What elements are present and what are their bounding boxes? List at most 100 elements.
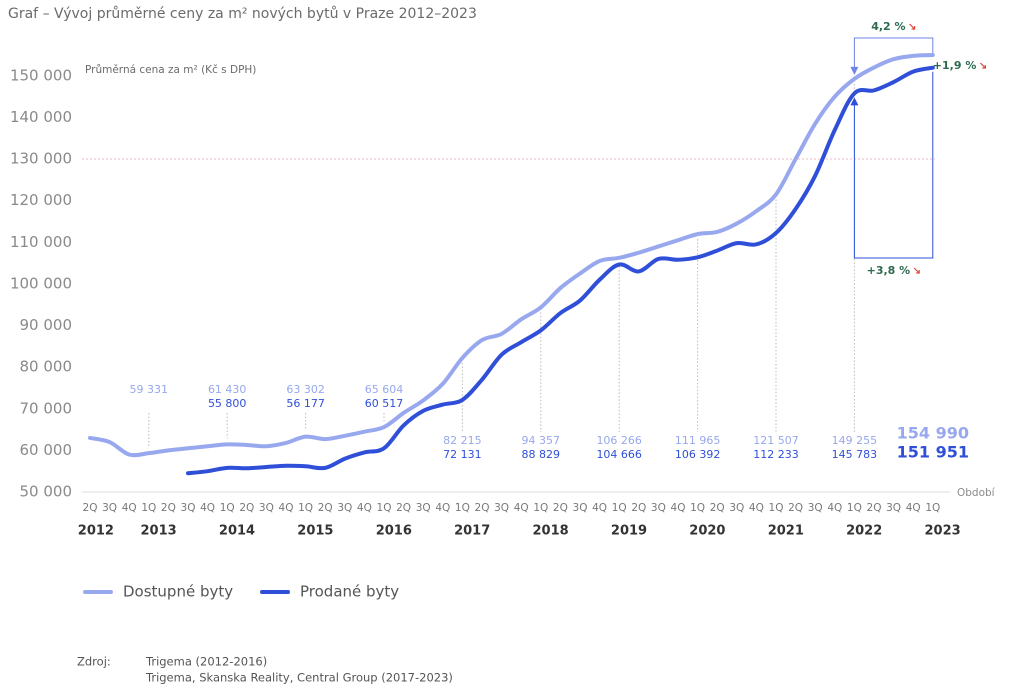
x-tick-label: 4Q [906,502,921,514]
year-label: 2014 [219,524,255,539]
x-tick-label: 2Q [475,502,490,514]
x-tick-label: 3Q [651,502,666,514]
source-label: Zdroj: [77,655,111,669]
value-label: 154 990 [897,424,969,443]
y-axis-label: Průměrná cena za m² (Kč s DPH) [85,64,256,76]
x-tick-label: 2Q [788,502,803,514]
x-tick-label: 2Q [318,502,333,514]
value-label: 72 131 [443,448,482,461]
x-tick-label: 3Q [494,502,509,514]
trend-arrow [979,62,986,69]
y-tick-label: 80 000 [20,358,73,376]
value-label: 111 965 [675,434,721,447]
value-label: 82 215 [443,434,482,447]
line-series [88,53,935,458]
value-label: 61 430 [208,383,247,396]
x-tick-label: 1Q [847,502,862,514]
value-label: 63 302 [286,383,325,396]
x-tick-label: 3Q [337,502,352,514]
source-line: Trigema (2012-2016) [145,655,267,669]
y-tick-label: 50 000 [20,483,73,501]
year-label: 2013 [141,524,177,539]
value-label: 59 331 [130,383,169,396]
x-tick-label: 4Q [357,502,372,514]
x-tick-label: 1Q [455,502,470,514]
x-tick-label: 4Q [592,502,607,514]
x-tick-label: 3Q [259,502,274,514]
y-tick-label: 120 000 [10,191,72,209]
y-tick-label: 140 000 [10,108,72,126]
x-tick-label: 1Q [690,502,705,514]
y-tick-label: 150 000 [10,66,72,84]
x-tick-label: 2Q [631,502,646,514]
legend-label: Prodané byty [300,583,399,601]
year-label: 2017 [454,524,490,539]
x-tick-label: 3Q [808,502,823,514]
x-tick-label: 1Q [377,502,392,514]
trend-arrow [909,23,916,30]
x-tick-label: 1Q [298,502,313,514]
value-label: 56 177 [286,397,325,410]
y-tick-label: 110 000 [10,233,72,251]
year-label: 2015 [297,524,333,539]
line-series [186,65,935,476]
year-label: 2016 [376,524,412,539]
y-tick-label: 100 000 [10,274,72,292]
year-label: 2018 [533,524,569,539]
value-label: 104 666 [596,448,642,461]
x-axis-label: Období [957,487,996,499]
year-label: 2019 [611,524,647,539]
x-tick-label: 2Q [553,502,568,514]
x-tick-label: 3Q [102,502,117,514]
year-label: 2023 [925,524,961,539]
x-tick-label: 1Q [925,502,940,514]
x-tick-label: 4Q [671,502,686,514]
x-tick-label: 2Q [710,502,725,514]
year-label: 2021 [768,524,804,539]
trend-arrow [913,267,920,274]
annotation: 4,2 % [871,20,905,33]
x-tick-label: 4Q [200,502,215,514]
x-tick-label: 3Q [181,502,196,514]
value-label: 145 783 [832,448,878,461]
value-label: 112 233 [753,448,799,461]
annotation: +3,8 % [867,264,911,277]
x-tick-label: 3Q [886,502,901,514]
year-label: 2022 [846,524,882,539]
x-tick-label: 4Q [435,502,450,514]
value-label: 88 829 [522,448,561,461]
value-label: 151 951 [897,443,969,462]
x-tick-label: 1Q [612,502,627,514]
x-tick-label: 1Q [769,502,784,514]
x-tick-label: 4Q [122,502,137,514]
value-label: 106 266 [596,434,642,447]
x-tick-label: 2Q [161,502,176,514]
x-tick-label: 1Q [141,502,156,514]
value-label: 60 517 [365,397,404,410]
y-tick-label: 70 000 [20,399,73,417]
value-label: 65 604 [365,383,404,396]
year-label: 2012 [78,524,114,539]
x-tick-label: 2Q [83,502,98,514]
value-label: 149 255 [832,434,878,447]
x-tick-label: 4Q [514,502,529,514]
bracket [853,71,934,259]
legend-label: Dostupné byty [123,583,233,601]
chart-title: Graf – Vývoj průměrné ceny za m² nových … [8,6,477,22]
x-tick-label: 4Q [827,502,842,514]
x-tick-label: 4Q [279,502,294,514]
x-tick-label: 1Q [533,502,548,514]
value-label: 55 800 [208,397,247,410]
value-label: 121 507 [753,434,799,447]
x-tick-label: 2Q [867,502,882,514]
y-tick-label: 90 000 [20,316,73,334]
x-tick-label: 2Q [396,502,411,514]
annotation: +1,9 % [933,59,977,72]
bracket [853,37,934,73]
y-tick-label: 60 000 [20,441,73,459]
year-label: 2020 [689,524,725,539]
x-tick-label: 3Q [416,502,431,514]
x-tick-label: 1Q [220,502,235,514]
value-label: 94 357 [522,434,561,447]
